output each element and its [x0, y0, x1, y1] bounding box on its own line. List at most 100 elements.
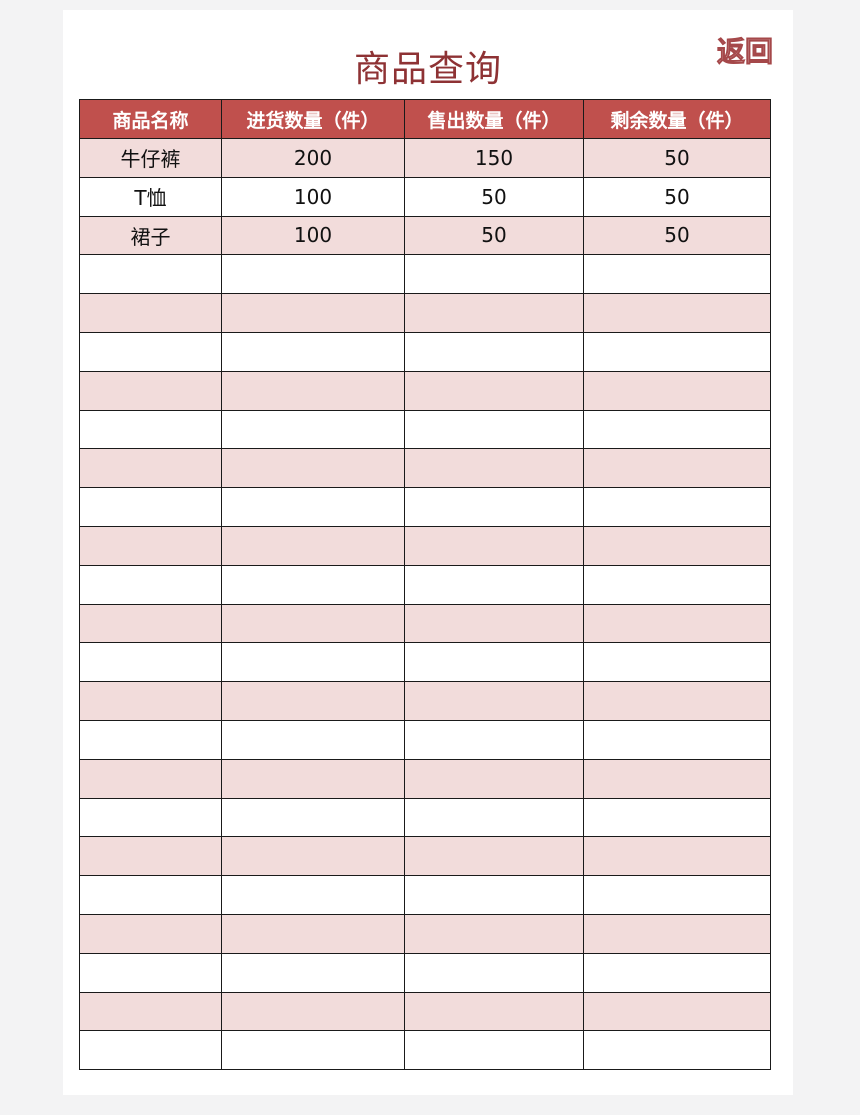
table-cell[interactable]: [404, 875, 584, 915]
table-cell[interactable]: [404, 331, 584, 372]
table-cell[interactable]: [221, 913, 405, 954]
table-cell[interactable]: [221, 487, 405, 527]
table-cell[interactable]: [583, 331, 771, 372]
table-cell[interactable]: [79, 487, 222, 527]
table-cell[interactable]: [79, 370, 222, 411]
table-cell[interactable]: [79, 254, 222, 295]
table-cell[interactable]: [583, 1030, 771, 1071]
table-cell[interactable]: [79, 564, 222, 605]
table-cell[interactable]: [583, 370, 771, 411]
table-cell[interactable]: [583, 719, 771, 760]
table-cell[interactable]: [404, 370, 584, 411]
table-cell[interactable]: [79, 603, 222, 644]
table-cell[interactable]: [404, 293, 584, 333]
table-cell[interactable]: 50: [583, 176, 771, 217]
table-cell[interactable]: 50: [404, 215, 584, 256]
table-cell[interactable]: [583, 797, 771, 838]
column-header: 商品名称: [79, 99, 222, 139]
table-cell[interactable]: [404, 1030, 584, 1071]
table-cell[interactable]: [79, 681, 222, 721]
back-button[interactable]: 返回: [716, 35, 773, 69]
table-cell[interactable]: [583, 525, 771, 566]
table-cell[interactable]: 200: [221, 138, 405, 178]
table-cell[interactable]: [404, 642, 584, 683]
table-cell[interactable]: [221, 1030, 405, 1071]
table-cell[interactable]: [221, 370, 405, 411]
table-cell[interactable]: 50: [583, 138, 771, 178]
table-cell[interactable]: [79, 836, 222, 877]
table-cell[interactable]: [404, 797, 584, 838]
table-cell[interactable]: [404, 564, 584, 605]
table-cell[interactable]: [79, 448, 222, 489]
table-cell[interactable]: 100: [221, 176, 405, 217]
table-cell[interactable]: [404, 603, 584, 644]
table-cell[interactable]: [79, 1030, 222, 1071]
table-cell[interactable]: [404, 448, 584, 489]
table-cell[interactable]: [221, 952, 405, 993]
table-cell[interactable]: [583, 564, 771, 605]
table-cell[interactable]: [221, 293, 405, 333]
table-cell[interactable]: [221, 836, 405, 877]
table-cell[interactable]: [404, 409, 584, 450]
table-cell[interactable]: [79, 952, 222, 993]
table-cell[interactable]: 150: [404, 138, 584, 178]
table-cell[interactable]: [404, 758, 584, 799]
table-cell[interactable]: [583, 293, 771, 333]
table-cell[interactable]: T恤: [79, 176, 222, 217]
table-cell[interactable]: [583, 913, 771, 954]
table-cell[interactable]: [583, 952, 771, 993]
table-cell[interactable]: [583, 758, 771, 799]
table-cell[interactable]: [404, 254, 584, 295]
table-cell[interactable]: [404, 836, 584, 877]
table-cell[interactable]: [79, 913, 222, 954]
table-cell[interactable]: [221, 564, 405, 605]
table-cell[interactable]: [404, 991, 584, 1032]
table-row: [79, 681, 771, 721]
table-cell[interactable]: [404, 525, 584, 566]
table-cell[interactable]: [79, 331, 222, 372]
table-cell[interactable]: [221, 875, 405, 915]
table-cell[interactable]: [404, 913, 584, 954]
table-cell[interactable]: 牛仔裤: [79, 138, 222, 178]
table-cell[interactable]: [583, 603, 771, 644]
table-cell[interactable]: [79, 758, 222, 799]
table-cell[interactable]: 100: [221, 215, 405, 256]
table-cell[interactable]: [583, 875, 771, 915]
table-cell[interactable]: [583, 254, 771, 295]
table-cell[interactable]: 50: [404, 176, 584, 217]
table-cell[interactable]: 裙子: [79, 215, 222, 256]
table-cell[interactable]: [221, 758, 405, 799]
table-cell[interactable]: [221, 331, 405, 372]
table-cell[interactable]: [583, 681, 771, 721]
table-cell[interactable]: [583, 836, 771, 877]
table-cell[interactable]: [79, 719, 222, 760]
table-cell[interactable]: [221, 603, 405, 644]
table-cell[interactable]: [79, 991, 222, 1032]
table-cell[interactable]: [404, 952, 584, 993]
table-cell[interactable]: [221, 797, 405, 838]
table-cell[interactable]: [221, 448, 405, 489]
table-cell[interactable]: [79, 525, 222, 566]
table-cell[interactable]: [583, 448, 771, 489]
table-cell[interactable]: [79, 642, 222, 683]
table-cell[interactable]: [221, 991, 405, 1032]
table-row: [79, 564, 771, 605]
table-cell[interactable]: [404, 719, 584, 760]
table-cell[interactable]: [221, 719, 405, 760]
table-cell[interactable]: [221, 642, 405, 683]
table-cell[interactable]: [221, 681, 405, 721]
table-cell[interactable]: [79, 409, 222, 450]
table-cell[interactable]: [583, 991, 771, 1032]
table-cell[interactable]: [404, 681, 584, 721]
table-cell[interactable]: [79, 797, 222, 838]
table-cell[interactable]: [79, 875, 222, 915]
table-cell[interactable]: [79, 293, 222, 333]
table-cell[interactable]: [583, 409, 771, 450]
table-cell[interactable]: [583, 642, 771, 683]
table-cell[interactable]: [221, 525, 405, 566]
table-cell[interactable]: [221, 254, 405, 295]
table-cell[interactable]: [583, 487, 771, 527]
table-cell[interactable]: [404, 487, 584, 527]
table-cell[interactable]: 50: [583, 215, 771, 256]
table-cell[interactable]: [221, 409, 405, 450]
